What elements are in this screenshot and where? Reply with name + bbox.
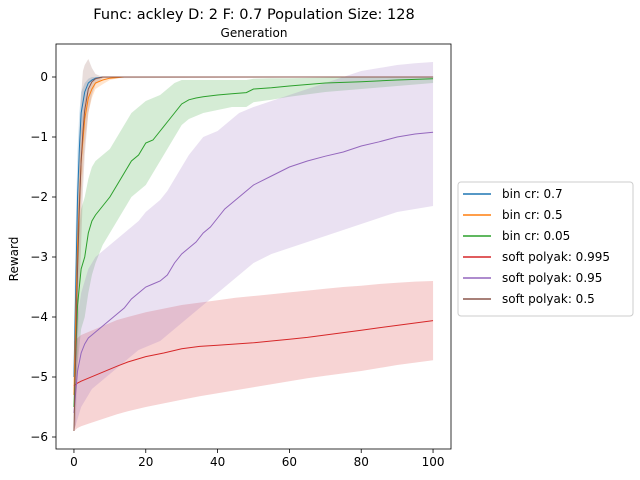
x-tick-label: 100	[422, 455, 445, 469]
y-tick-label: −3	[30, 250, 48, 264]
y-tick-label: −1	[30, 130, 48, 144]
series-line-soft-polyak-0-995	[73, 320, 434, 387]
legend-label-soft-polyak-0-95: soft polyak: 0.95	[502, 271, 602, 285]
axes: 0 20 40 60 80 100 0 −1 −2 −3 −4 −5 −6	[30, 43, 452, 469]
series-line-soft-polyak-0-95	[73, 131, 434, 414]
y-axis-label: Reward	[7, 237, 21, 282]
x-tick-label: 20	[138, 455, 153, 469]
plot-area	[73, 59, 434, 432]
y-tick-label: −2	[30, 190, 48, 204]
legend-label-soft-polyak-0-995: soft polyak: 0.995	[502, 250, 610, 264]
legend-label-bin-cr-0-05: bin cr: 0.05	[502, 229, 570, 243]
legend-label-bin-cr-0-7: bin cr: 0.7	[502, 187, 563, 201]
x-tick-label: 80	[354, 455, 369, 469]
band-soft-polyak-0-95	[73, 62, 434, 431]
y-tick-label: −6	[30, 430, 48, 444]
y-tick-label: −4	[30, 310, 48, 324]
axes-frame	[55, 43, 452, 450]
chart-title: Func: ackley D: 2 F: 0.7 Population Size…	[93, 7, 414, 23]
x-tick-label: 40	[210, 455, 225, 469]
x-tick-label: 60	[282, 455, 297, 469]
legend-label-bin-cr-0-5: bin cr: 0.5	[502, 208, 563, 222]
series-line-bin-cr-0-05	[73, 78, 434, 408]
y-tick-label: −5	[30, 370, 48, 384]
x-tick-label: 0	[70, 455, 78, 469]
series-line-soft-polyak-0-5	[73, 76, 434, 432]
legend: bin cr: 0.7 bin cr: 0.5 bin cr: 0.05 soft p…	[457, 181, 634, 317]
legend-box	[457, 181, 634, 317]
y-tick-label: 0	[40, 70, 48, 84]
chart-subtitle: Generation	[221, 26, 288, 40]
band-soft-polyak-0-995	[73, 281, 434, 431]
legend-label-soft-polyak-0-5: soft polyak: 0.5	[502, 292, 595, 306]
series-line-bin-cr-0-5	[73, 76, 434, 396]
